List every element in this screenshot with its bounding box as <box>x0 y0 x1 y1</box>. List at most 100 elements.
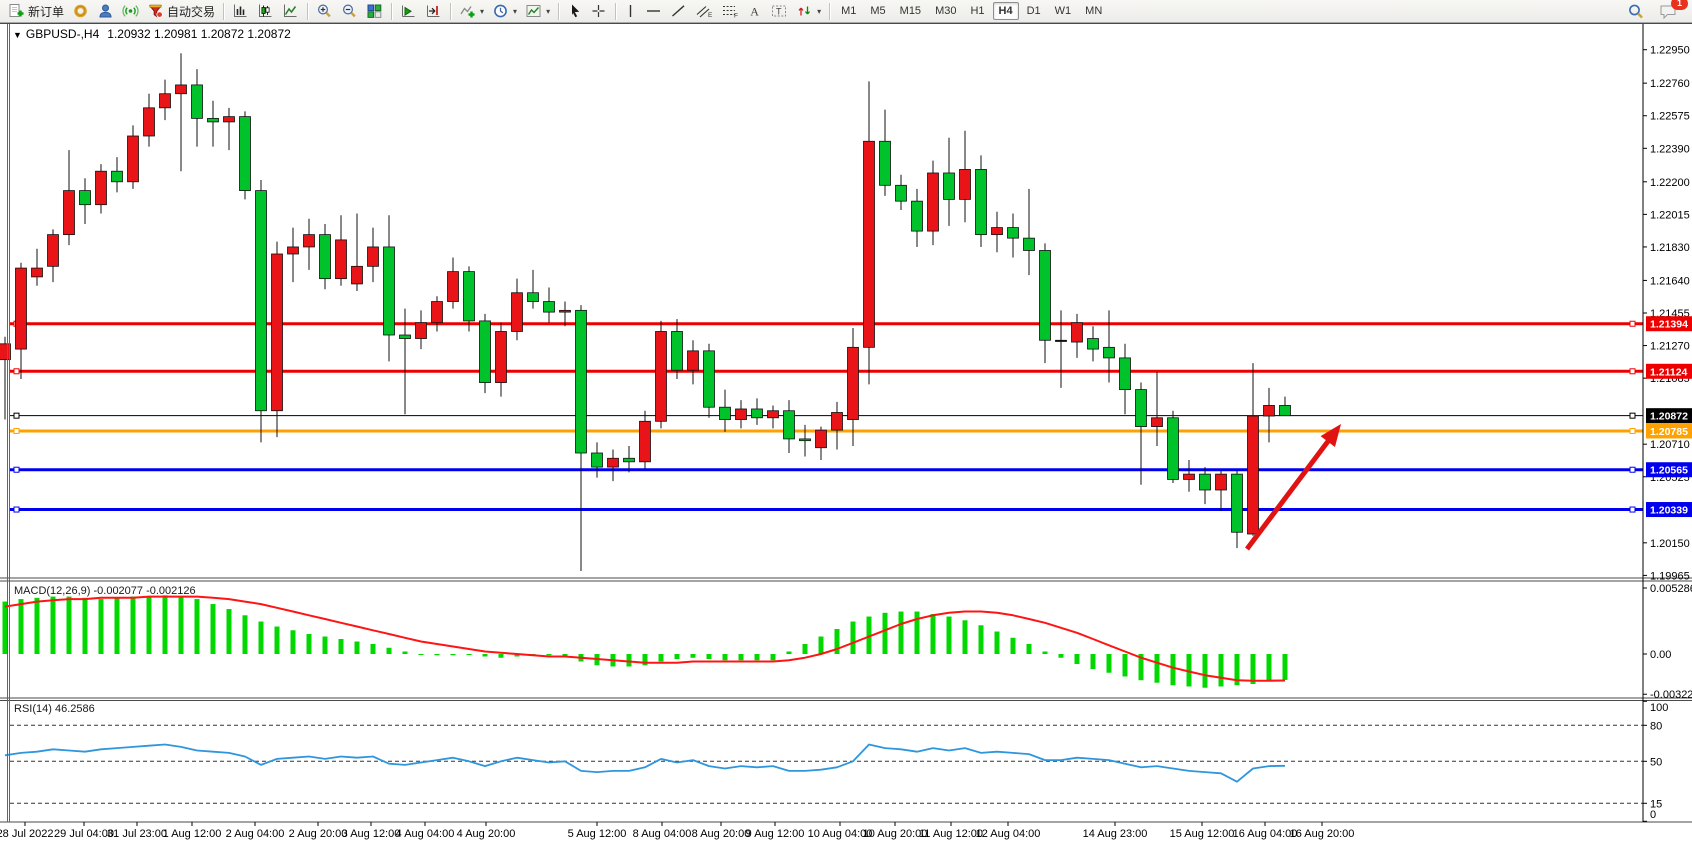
candle <box>1279 405 1291 417</box>
candle <box>559 309 571 313</box>
line-handle[interactable] <box>13 427 20 434</box>
chart-title: ▼ GBPUSD-,H4 1.20932 1.20981 1.20872 1.208… <box>13 27 291 41</box>
candle <box>1023 237 1035 251</box>
candle <box>223 116 235 123</box>
macd-histogram-bar <box>114 597 120 654</box>
bar-chart-button[interactable] <box>228 0 253 23</box>
time-axis-label: 1 Aug 12:00 <box>163 828 222 840</box>
candle <box>767 410 779 419</box>
candle <box>0 343 11 361</box>
macd-histogram-bar <box>1074 654 1080 664</box>
cursor-button[interactable] <box>563 0 586 23</box>
signal-button[interactable] <box>118 0 143 23</box>
symbol-toggle-icon[interactable]: ▼ <box>13 30 22 40</box>
line-handle[interactable] <box>1629 427 1636 434</box>
macd-histogram-bar <box>146 596 152 654</box>
fibonacci-button[interactable]: F <box>717 0 743 23</box>
templates-button[interactable]: ▾ <box>521 0 554 23</box>
line-handle[interactable] <box>13 368 20 375</box>
line-handle[interactable] <box>1629 506 1636 513</box>
line-handle[interactable] <box>1629 320 1636 327</box>
dropdown-arrow-icon: ▾ <box>480 6 485 16</box>
candle <box>671 331 683 371</box>
price-axis-label: 1.22390 <box>1650 143 1690 155</box>
candle <box>911 200 923 232</box>
trend-arrow-shaft[interactable] <box>1245 436 1333 551</box>
auto-trading-button[interactable]: 自动交易 <box>143 0 219 23</box>
macd-histogram-bar <box>1042 651 1048 654</box>
notifications-button[interactable]: 1 <box>1655 0 1688 23</box>
text-button[interactable]: A <box>743 0 766 23</box>
candle <box>751 408 763 419</box>
time-axis-label: 31 Jul 23:00 <box>107 828 167 840</box>
vertical-line-button[interactable] <box>620 0 641 23</box>
macd-histogram-bar <box>1218 654 1224 687</box>
line-chart-icon <box>282 3 299 19</box>
candle <box>127 135 139 183</box>
horizontal-line-button[interactable] <box>641 0 666 23</box>
candle <box>415 322 427 339</box>
chart-shift-button[interactable] <box>421 0 446 23</box>
timeframe-M5[interactable]: M5 <box>870 5 886 17</box>
new-order-button[interactable]: 新订单 <box>4 0 68 23</box>
macd-histogram-bar <box>642 654 648 666</box>
periods-button[interactable]: ▾ <box>488 0 521 23</box>
zoom-in-button[interactable] <box>312 0 337 23</box>
candle <box>383 246 395 336</box>
cursor-icon <box>567 3 582 19</box>
price-line-badge-label: 1.20872 <box>1650 411 1688 423</box>
search-button[interactable] <box>1623 0 1649 23</box>
candle <box>271 253 283 412</box>
candle <box>511 292 523 332</box>
line-handle[interactable] <box>1629 368 1636 375</box>
zoom-out-button[interactable] <box>337 0 362 23</box>
profile-button[interactable] <box>93 0 118 23</box>
timeframe-M1[interactable]: M1 <box>841 5 857 17</box>
timeframe-H1[interactable]: H1 <box>970 5 985 17</box>
rsi-axis-label: 15 <box>1650 798 1662 810</box>
trend-arrow-head[interactable] <box>1320 424 1341 447</box>
timeframe-D1[interactable]: D1 <box>1026 5 1041 17</box>
line-handle[interactable] <box>13 466 20 473</box>
macd-histogram-bar <box>562 654 568 657</box>
timeframe-MN[interactable]: MN <box>1085 5 1103 17</box>
candle <box>1151 417 1163 427</box>
line-chart-button[interactable] <box>278 0 303 23</box>
timeframe-H4[interactable]: H4 <box>992 2 1019 20</box>
crosshair-button[interactable] <box>586 0 611 23</box>
svg-text:T: T <box>776 7 782 17</box>
tile-windows-button[interactable] <box>362 0 387 23</box>
toolbar-separator <box>391 2 393 20</box>
time-axis-label: 15 Aug 12:00 <box>1170 828 1235 840</box>
dropdown-arrow-icon: ▾ <box>546 6 551 16</box>
time-axis-label: 4 Aug 20:00 <box>457 828 516 840</box>
macd-histogram-bar <box>1010 637 1016 654</box>
timeframe-W1[interactable]: W1 <box>1054 5 1072 17</box>
timeframe-M15[interactable]: M15 <box>899 5 922 17</box>
indicators-button[interactable]: ▾ <box>455 0 488 23</box>
svg-text:F: F <box>734 13 738 20</box>
candle <box>623 457 635 463</box>
time-axis-label: 16 Aug 04:00 <box>1233 828 1298 840</box>
line-handle[interactable] <box>1629 412 1636 419</box>
macd-histogram-bar <box>674 654 680 659</box>
trendline-button[interactable] <box>666 0 691 23</box>
text-label-button[interactable]: T <box>766 0 792 23</box>
candlestick-chart-button[interactable] <box>253 0 278 23</box>
candle <box>1071 322 1083 343</box>
zoom-out-icon <box>341 3 358 19</box>
ring-button[interactable] <box>68 0 93 23</box>
line-handle[interactable] <box>1629 466 1636 473</box>
line-handle[interactable] <box>13 412 20 419</box>
toolbar-separator <box>450 2 452 20</box>
macd-histogram-bar <box>18 599 24 654</box>
new-order-icon <box>8 3 25 19</box>
equidistant-channel-button[interactable]: E <box>691 0 717 23</box>
candle <box>719 406 731 420</box>
arrows-button[interactable]: ▾ <box>792 0 825 23</box>
timeframe-M30[interactable]: M30 <box>935 5 957 17</box>
candle <box>191 84 203 119</box>
auto-scroll-button[interactable] <box>396 0 421 23</box>
line-handle[interactable] <box>13 506 20 513</box>
